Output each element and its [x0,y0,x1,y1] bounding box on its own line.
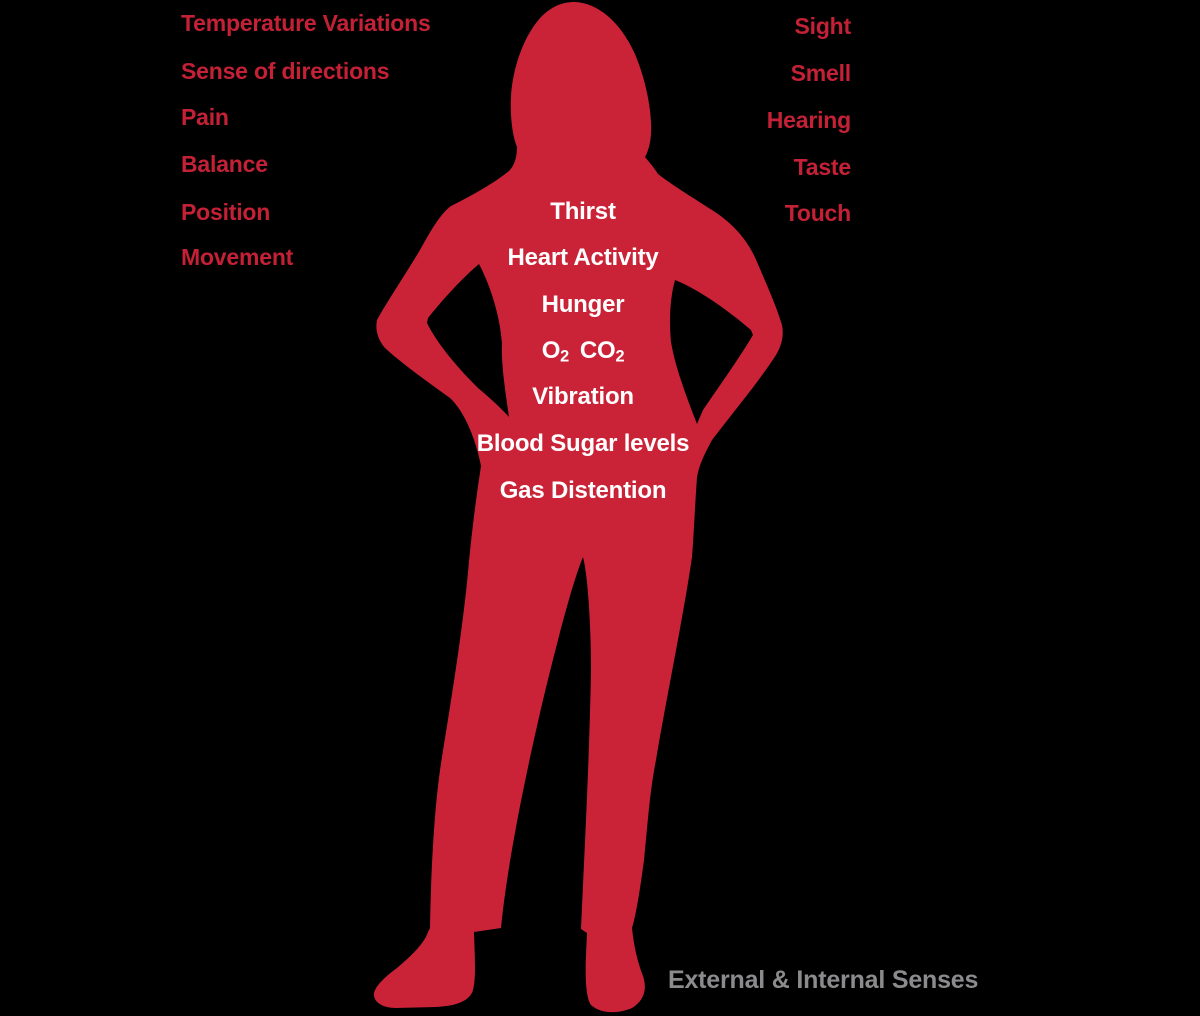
label-heart-activity: Heart Activity [507,244,659,271]
label-thirst: Thirst [550,198,616,225]
label-position: Position [181,199,271,225]
caption-external-internal-senses: External & Internal Senses [668,966,979,994]
o2-symbol: O [541,337,561,364]
label-smell: Smell [790,60,852,86]
label-movement: Movement [181,244,294,270]
co2-subscript: 2 [615,347,625,366]
label-taste: Taste [793,154,852,180]
label-touch: Touch [784,200,851,226]
label-gas-distention: Gas Distention [499,477,667,504]
label-vibration: Vibration [532,383,634,410]
label-o2-co2: O2 CO2 [542,337,625,365]
label-pain: Pain [181,104,229,130]
label-balance: Balance [181,151,268,177]
label-sense-of-directions: Sense of directions [181,58,390,84]
co2-symbol: CO [579,337,616,364]
label-blood-sugar-levels: Blood Sugar levels [476,430,690,457]
o2-subscript: 2 [560,347,570,366]
label-hearing: Hearing [766,107,851,133]
female-silhouette [373,2,783,1013]
label-sight: Sight [794,13,852,39]
label-temperature-variations: Temperature Variations [181,10,431,36]
label-hunger: Hunger [541,291,625,318]
